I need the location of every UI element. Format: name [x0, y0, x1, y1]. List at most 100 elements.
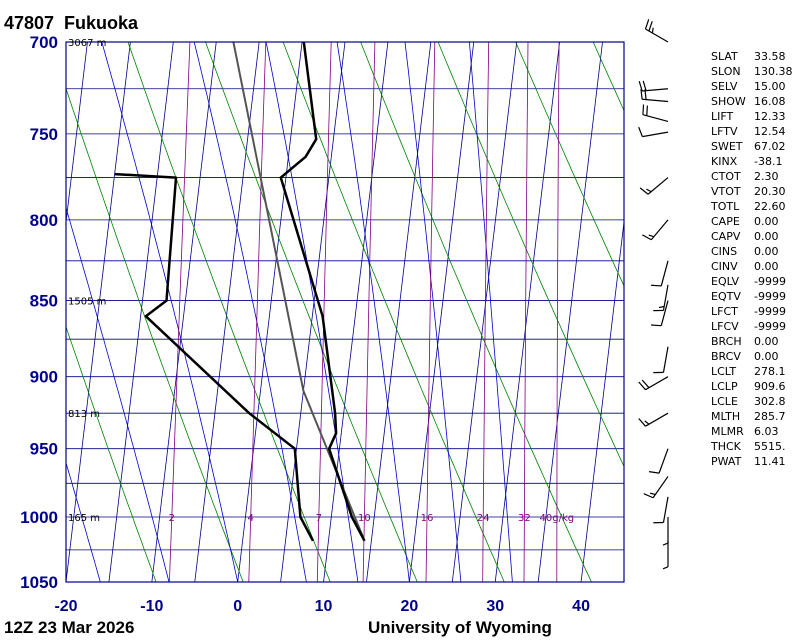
- wind-barb: [642, 104, 669, 122]
- wind-barb: [653, 346, 669, 374]
- index-value: 302.8: [754, 395, 786, 408]
- temperature-tick-label: 0: [233, 598, 242, 615]
- index-value: 278.1: [754, 365, 786, 378]
- dry-adiabat: [66, 325, 157, 582]
- moist-adiabat: [404, 42, 462, 582]
- index-value: -9999: [754, 275, 786, 288]
- wind-barb: [639, 177, 669, 195]
- index-name: SLAT: [711, 50, 738, 63]
- index-name: MLMR: [711, 425, 744, 438]
- index-name: CINV: [711, 260, 738, 273]
- pressure-tick-label: 850: [30, 292, 58, 311]
- mixing-ratio-label: 10: [358, 513, 371, 524]
- index-name: EQLV: [711, 275, 740, 288]
- mixing-ratio-line: [425, 42, 436, 582]
- stability-indices: SLAT 33.58 SLON 130.38 SELV 15.00 SHOW 16.08 LIF…: [710, 50, 793, 468]
- mixing-ratio-label: 2: [169, 513, 175, 524]
- index-value: 909.6: [754, 380, 786, 393]
- moist-adiabat: [336, 42, 410, 582]
- moist-adiabat: [66, 206, 170, 582]
- index-name: KINX: [711, 155, 738, 168]
- index-name: TOTL: [710, 200, 740, 213]
- pressure-tick-label: 900: [30, 368, 58, 387]
- mixing-ratio-line: [362, 42, 376, 582]
- moist-adiabat: [265, 42, 359, 582]
- index-value: 11.41: [754, 455, 786, 468]
- wind-barb: [638, 412, 669, 427]
- dry-adiabat: [282, 42, 505, 582]
- height-labels: 3067 m 1505 m 813 m 165 m: [68, 38, 106, 524]
- index-name: VTOT: [711, 185, 741, 198]
- index-value: -9999: [754, 305, 786, 318]
- mixing-ratio-label: 16: [421, 513, 434, 524]
- index-value: 12.54: [754, 125, 786, 138]
- index-name: CAPE: [711, 215, 740, 228]
- wind-barb: [651, 300, 669, 327]
- mixing-ratio-labels: 2 4 7 10 16 24 32 40g/kg: [169, 513, 575, 524]
- wind-barb: [643, 476, 669, 499]
- temperature-tick-label: 40: [572, 598, 590, 615]
- index-value: 67.02: [754, 140, 786, 153]
- temperature-trace: [279, 42, 366, 542]
- isotherm-line: [108, 42, 174, 582]
- moist-adiabat: [101, 42, 239, 582]
- index-name: LFCT: [711, 305, 738, 318]
- isotherm-line: [494, 42, 561, 582]
- index-name: LFTV: [711, 125, 738, 138]
- moist-adiabat: [66, 461, 101, 582]
- temperature-tick-label: -10: [140, 598, 163, 615]
- temperature-axis: -20 -10 0 10 20 30 40: [54, 598, 590, 615]
- temperature-tick-label: 30: [486, 598, 504, 615]
- dry-adiabat: [437, 42, 624, 468]
- mixing-ratio-label: 40g/kg: [540, 513, 575, 524]
- index-value: 5515.: [754, 440, 786, 453]
- index-value: 0.00: [754, 260, 779, 273]
- temperature-tick-label: 20: [400, 598, 418, 615]
- mixing-ratio-label: 24: [477, 513, 490, 524]
- station-id: 47807: [4, 13, 54, 33]
- isotherm-line: [451, 42, 518, 582]
- index-value: 0.00: [754, 350, 779, 363]
- dry-adiabat: [515, 42, 624, 287]
- mixing-ratio-line: [482, 42, 490, 582]
- height-label: 1505 m: [68, 297, 106, 308]
- pressure-tick-label: 800: [30, 211, 58, 230]
- wind-barb: [651, 260, 669, 287]
- index-name: CINS: [711, 245, 737, 258]
- index-name: LCLT: [711, 365, 736, 378]
- index-name: LCLE: [711, 395, 738, 408]
- pressure-axis: 700 750 800 850 900 950 1000 1050: [20, 33, 58, 592]
- wind-barb: [653, 284, 669, 312]
- index-name: LIFT: [711, 110, 734, 123]
- pressure-tick-label: 700: [30, 33, 58, 52]
- index-value: 0.00: [754, 215, 779, 228]
- dry-adiabat: [66, 87, 244, 582]
- index-name: LFCV: [711, 320, 739, 333]
- index-value: 33.58: [754, 50, 786, 63]
- index-value: 0.00: [754, 245, 779, 258]
- index-value: 285.7: [754, 410, 786, 423]
- temperature-tick-label: 10: [315, 598, 333, 615]
- data-source: University of Wyoming: [368, 618, 552, 637]
- index-name: CTOT: [711, 170, 741, 183]
- wind-barb: [638, 376, 669, 391]
- isotherm-line: [580, 218, 624, 582]
- height-label: 165 m: [68, 513, 100, 524]
- index-name: SHOW: [711, 95, 746, 108]
- pressure-tick-label: 750: [30, 125, 58, 144]
- mixing-ratio-line: [169, 42, 191, 582]
- index-value: 12.33: [754, 110, 786, 123]
- isotherm-line: [408, 42, 475, 582]
- index-name: EQTV: [711, 290, 741, 303]
- moist-adiabat: [193, 42, 307, 582]
- isotherm-line: [0, 42, 2, 582]
- mixing-ratio-line: [316, 42, 332, 582]
- height-label: 3067 m: [68, 38, 106, 49]
- mixing-ratio-line: [523, 42, 529, 582]
- isotherm-line: [194, 42, 260, 582]
- wind-barb: [644, 19, 669, 43]
- station-name: Fukuoka: [64, 13, 139, 33]
- index-name: THCK: [710, 440, 742, 453]
- wind-barb: [638, 126, 669, 138]
